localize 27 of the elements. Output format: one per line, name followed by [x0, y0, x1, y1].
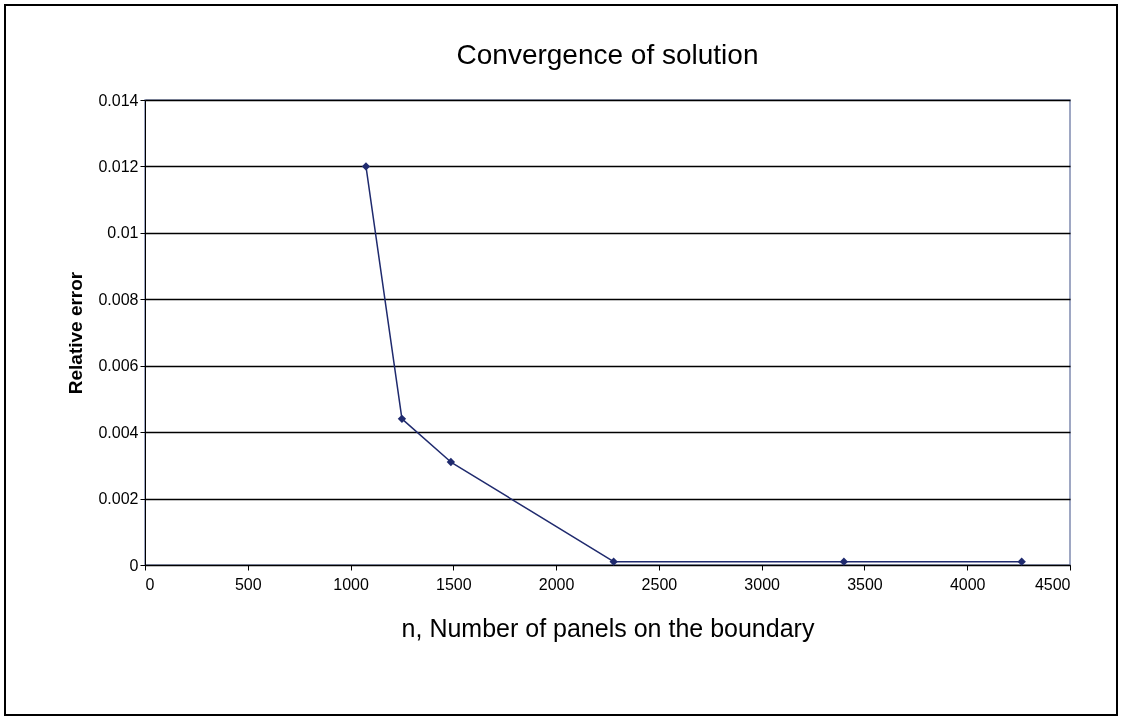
- point: [839, 557, 849, 566]
- x-tick-label: 2000: [538, 575, 575, 593]
- point: [397, 414, 407, 424]
- y-tick-label: 0.002: [98, 490, 139, 508]
- x-tick-label: 500: [234, 575, 262, 593]
- x-tick-label: 4000: [949, 575, 986, 593]
- y-tick-label: 0.012: [98, 157, 139, 175]
- x-tick-label: 3000: [744, 575, 781, 593]
- chart-title: Convergence of solution: [456, 39, 759, 70]
- x-tick-label: 1500: [436, 575, 472, 593]
- x-tick-label: 2500: [641, 575, 678, 593]
- x-axis-title: n, Number of panels on the boundary: [401, 613, 815, 642]
- point: [609, 557, 618, 566]
- y-tick-label: 0.014: [98, 91, 139, 109]
- point: [361, 162, 371, 171]
- y-tick-label: 0.004: [98, 423, 139, 441]
- y-tick-label: 0.006: [98, 357, 139, 375]
- x-tick-label: 3500: [847, 575, 883, 593]
- y-tick-label: 0.01: [107, 224, 139, 242]
- point: [1017, 557, 1026, 566]
- x-tick-label: 4500: [1034, 575, 1071, 593]
- y-axis-title: Relative error: [65, 271, 87, 395]
- y-tick-label: 0: [129, 556, 139, 574]
- x-tick-label: 1000: [333, 575, 369, 593]
- point: [446, 457, 456, 467]
- x-tick-label: 0: [145, 575, 155, 593]
- y-tick-label: 0.008: [98, 290, 139, 308]
